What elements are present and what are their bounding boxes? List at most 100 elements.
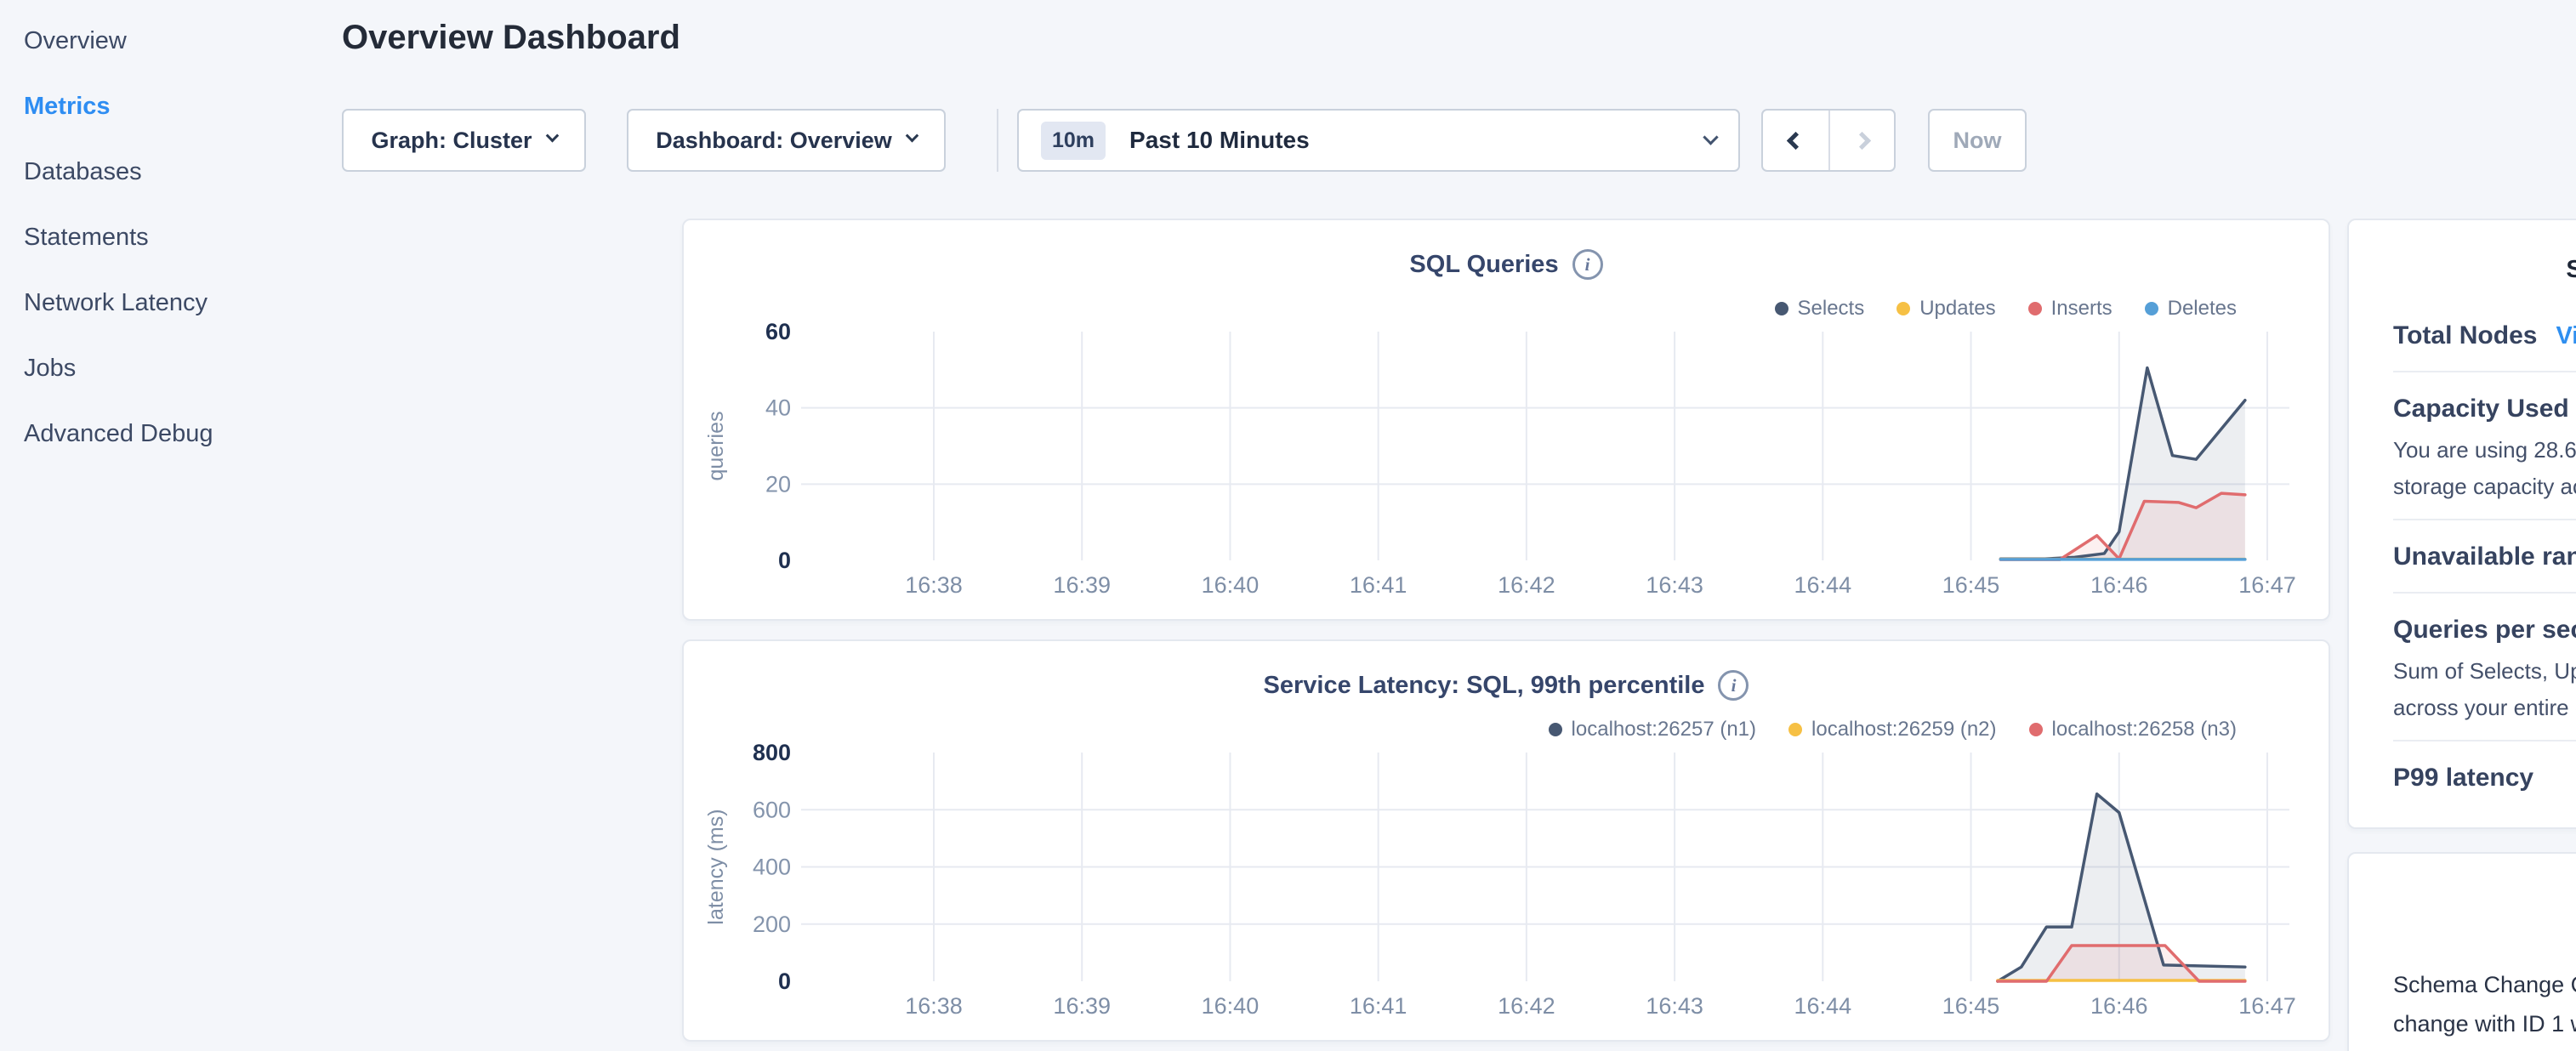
events-title: Events: [2349, 854, 2576, 917]
svg-text:queries: queries: [704, 412, 728, 481]
svg-text:16:41: 16:41: [1350, 993, 1407, 1019]
svg-text:0: 0: [778, 548, 791, 573]
sql-queries-chart-card: SQL Queries i Selects Updates Inserts Delet…: [682, 219, 2330, 621]
svg-text:200: 200: [753, 912, 791, 937]
stat-label: P99 latency: [2393, 764, 2534, 792]
svg-text:16:44: 16:44: [1794, 993, 1852, 1019]
legend-label: localhost:26259 (n2): [1811, 718, 1997, 741]
event-item[interactable]: Schema Change Completed: Schema change w…: [2393, 933, 2576, 1051]
time-range-selector[interactable]: 10m Past 10 Minutes: [1017, 109, 1740, 172]
legend-label: localhost:26258 (n3): [2051, 718, 2237, 741]
legend-dot: [1548, 723, 1562, 736]
sidebar-item-jobs[interactable]: Jobs: [24, 355, 77, 382]
page-title: Overview Dashboard: [342, 19, 680, 56]
stat-description: You are using 28.6 MiB of 515.9 GiB usab…: [2393, 437, 2576, 499]
svg-text:400: 400: [753, 855, 791, 880]
time-step-button-group: [1761, 109, 1896, 172]
legend-item[interactable]: localhost:26258 (n3): [2028, 718, 2237, 741]
stat-label: Total Nodes: [2393, 321, 2538, 349]
time-range-label: Past 10 Minutes: [1129, 127, 1310, 153]
legend-item[interactable]: Deletes: [2144, 297, 2237, 321]
sidebar-item-overview[interactable]: Overview: [24, 27, 127, 54]
svg-text:40: 40: [765, 395, 791, 421]
legend-dot: [1774, 302, 1788, 315]
info-icon[interactable]: i: [1572, 249, 1603, 280]
legend-dot: [1896, 302, 1911, 315]
legend-dot: [2144, 302, 2158, 315]
svg-text:16:43: 16:43: [1646, 572, 1703, 598]
legend-item[interactable]: localhost:26259 (n2): [1788, 718, 1997, 741]
svg-text:16:46: 16:46: [2090, 572, 2148, 598]
legend-dot: [2027, 302, 2042, 315]
svg-text:16:44: 16:44: [1794, 572, 1852, 598]
chevron-down-icon: [905, 128, 919, 142]
svg-text:16:38: 16:38: [905, 993, 963, 1019]
svg-text:16:39: 16:39: [1053, 993, 1111, 1019]
svg-text:0: 0: [778, 969, 791, 994]
chart-legend: localhost:26257 (n1) localhost:26259 (n2)…: [1516, 718, 2237, 741]
toolbar: Graph: Cluster Dashboard: Overview 10m P…: [342, 109, 2027, 172]
toolbar-divider: [997, 109, 998, 172]
sidebar-item-databases[interactable]: Databases: [24, 158, 142, 185]
svg-text:800: 800: [753, 740, 791, 765]
svg-text:16:38: 16:38: [905, 572, 963, 598]
svg-text:16:42: 16:42: [1498, 572, 1555, 598]
svg-text:16:41: 16:41: [1350, 572, 1407, 598]
legend-dot: [1788, 723, 1803, 736]
svg-text:600: 600: [753, 797, 791, 822]
chart-title-row: SQL Queries i: [684, 249, 2329, 280]
svg-text:16:45: 16:45: [1942, 572, 2000, 598]
sidebar-item-advanced-debug[interactable]: Advanced Debug: [24, 420, 213, 447]
summary-title: Summary: [2566, 256, 2576, 283]
divider: [2393, 371, 2576, 372]
view-nodes-list-link[interactable]: View nodes list: [2556, 322, 2576, 349]
chart-legend: Selects Updates Inserts Deletes: [1743, 297, 2237, 321]
dashboard-dropdown[interactable]: Dashboard: Overview: [627, 109, 946, 172]
sidebar-item-metrics[interactable]: Metrics: [24, 93, 111, 120]
chevron-right-icon: [1852, 131, 1872, 150]
chevron-down-icon: [545, 128, 559, 142]
event-message: Schema Change Completed: Schema change w…: [2393, 972, 2576, 1037]
legend-item[interactable]: localhost:26257 (n1): [1548, 718, 1756, 741]
events-panel: Events Schema Change Completed: Schema c…: [2347, 852, 2576, 1051]
dashboard-dropdown-label: Dashboard: Overview: [656, 127, 892, 153]
divider: [2393, 519, 2576, 520]
divider: [2393, 592, 2576, 594]
svg-text:16:43: 16:43: [1646, 993, 1703, 1019]
chevron-left-icon: [1786, 131, 1805, 150]
sidebar-item-network-latency[interactable]: Network Latency: [24, 289, 208, 316]
summary-panel: Summary Total Nodes View nodes list 3 Ca…: [2347, 219, 2576, 829]
legend-label: Updates: [1919, 297, 1996, 320]
legend-item[interactable]: Inserts: [2027, 297, 2113, 321]
chart-title-row: Service Latency: SQL, 99th percentile i: [684, 670, 2329, 701]
graph-scope-dropdown[interactable]: Graph: Cluster: [342, 109, 586, 172]
main-content: Overview Dashboard Graph: Cluster Dashbo…: [340, 0, 2576, 1051]
next-time-button[interactable]: [1828, 111, 1894, 170]
summary-row-p99-latency: P99 latency 46.1 ms: [2393, 741, 2576, 813]
summary-row-queries-per-second: Queries per second 59.7: [2393, 594, 2576, 665]
chevron-down-icon: [1703, 128, 1719, 145]
stat-label: Unavailable ranges: [2393, 543, 2576, 571]
sidebar-nav: Overview Metrics Databases Statements Ne…: [0, 0, 340, 467]
svg-text:16:45: 16:45: [1942, 993, 2000, 1019]
summary-row-unavailable-ranges: Unavailable ranges 0: [2393, 520, 2576, 592]
stat-label: Capacity Used: [2393, 395, 2569, 423]
now-button-label: Now: [1953, 127, 2002, 153]
prev-time-button[interactable]: [1763, 111, 1828, 170]
info-icon[interactable]: i: [1718, 670, 1749, 701]
legend-item[interactable]: Updates: [1896, 297, 1996, 321]
legend-item[interactable]: Selects: [1774, 297, 1865, 321]
svg-text:16:40: 16:40: [1202, 572, 1260, 598]
svg-text:16:42: 16:42: [1498, 993, 1555, 1019]
chart-title: Service Latency: SQL, 99th percentile: [1263, 671, 1705, 699]
svg-text:16:46: 16:46: [2090, 993, 2148, 1019]
summary-body: Total Nodes View nodes list 3 Capacity U…: [2349, 284, 2576, 813]
sidebar-item-statements[interactable]: Statements: [24, 224, 149, 251]
divider: [2393, 740, 2576, 741]
sidebar: Overview Metrics Databases Statements Ne…: [0, 0, 340, 1051]
legend-label: Selects: [1797, 297, 1865, 320]
stat-label: Queries per second: [2393, 616, 2576, 644]
svg-text:60: 60: [765, 319, 791, 344]
now-button[interactable]: Now: [1928, 109, 2027, 172]
events-body: Schema Change Completed: Schema change w…: [2349, 917, 2576, 1051]
